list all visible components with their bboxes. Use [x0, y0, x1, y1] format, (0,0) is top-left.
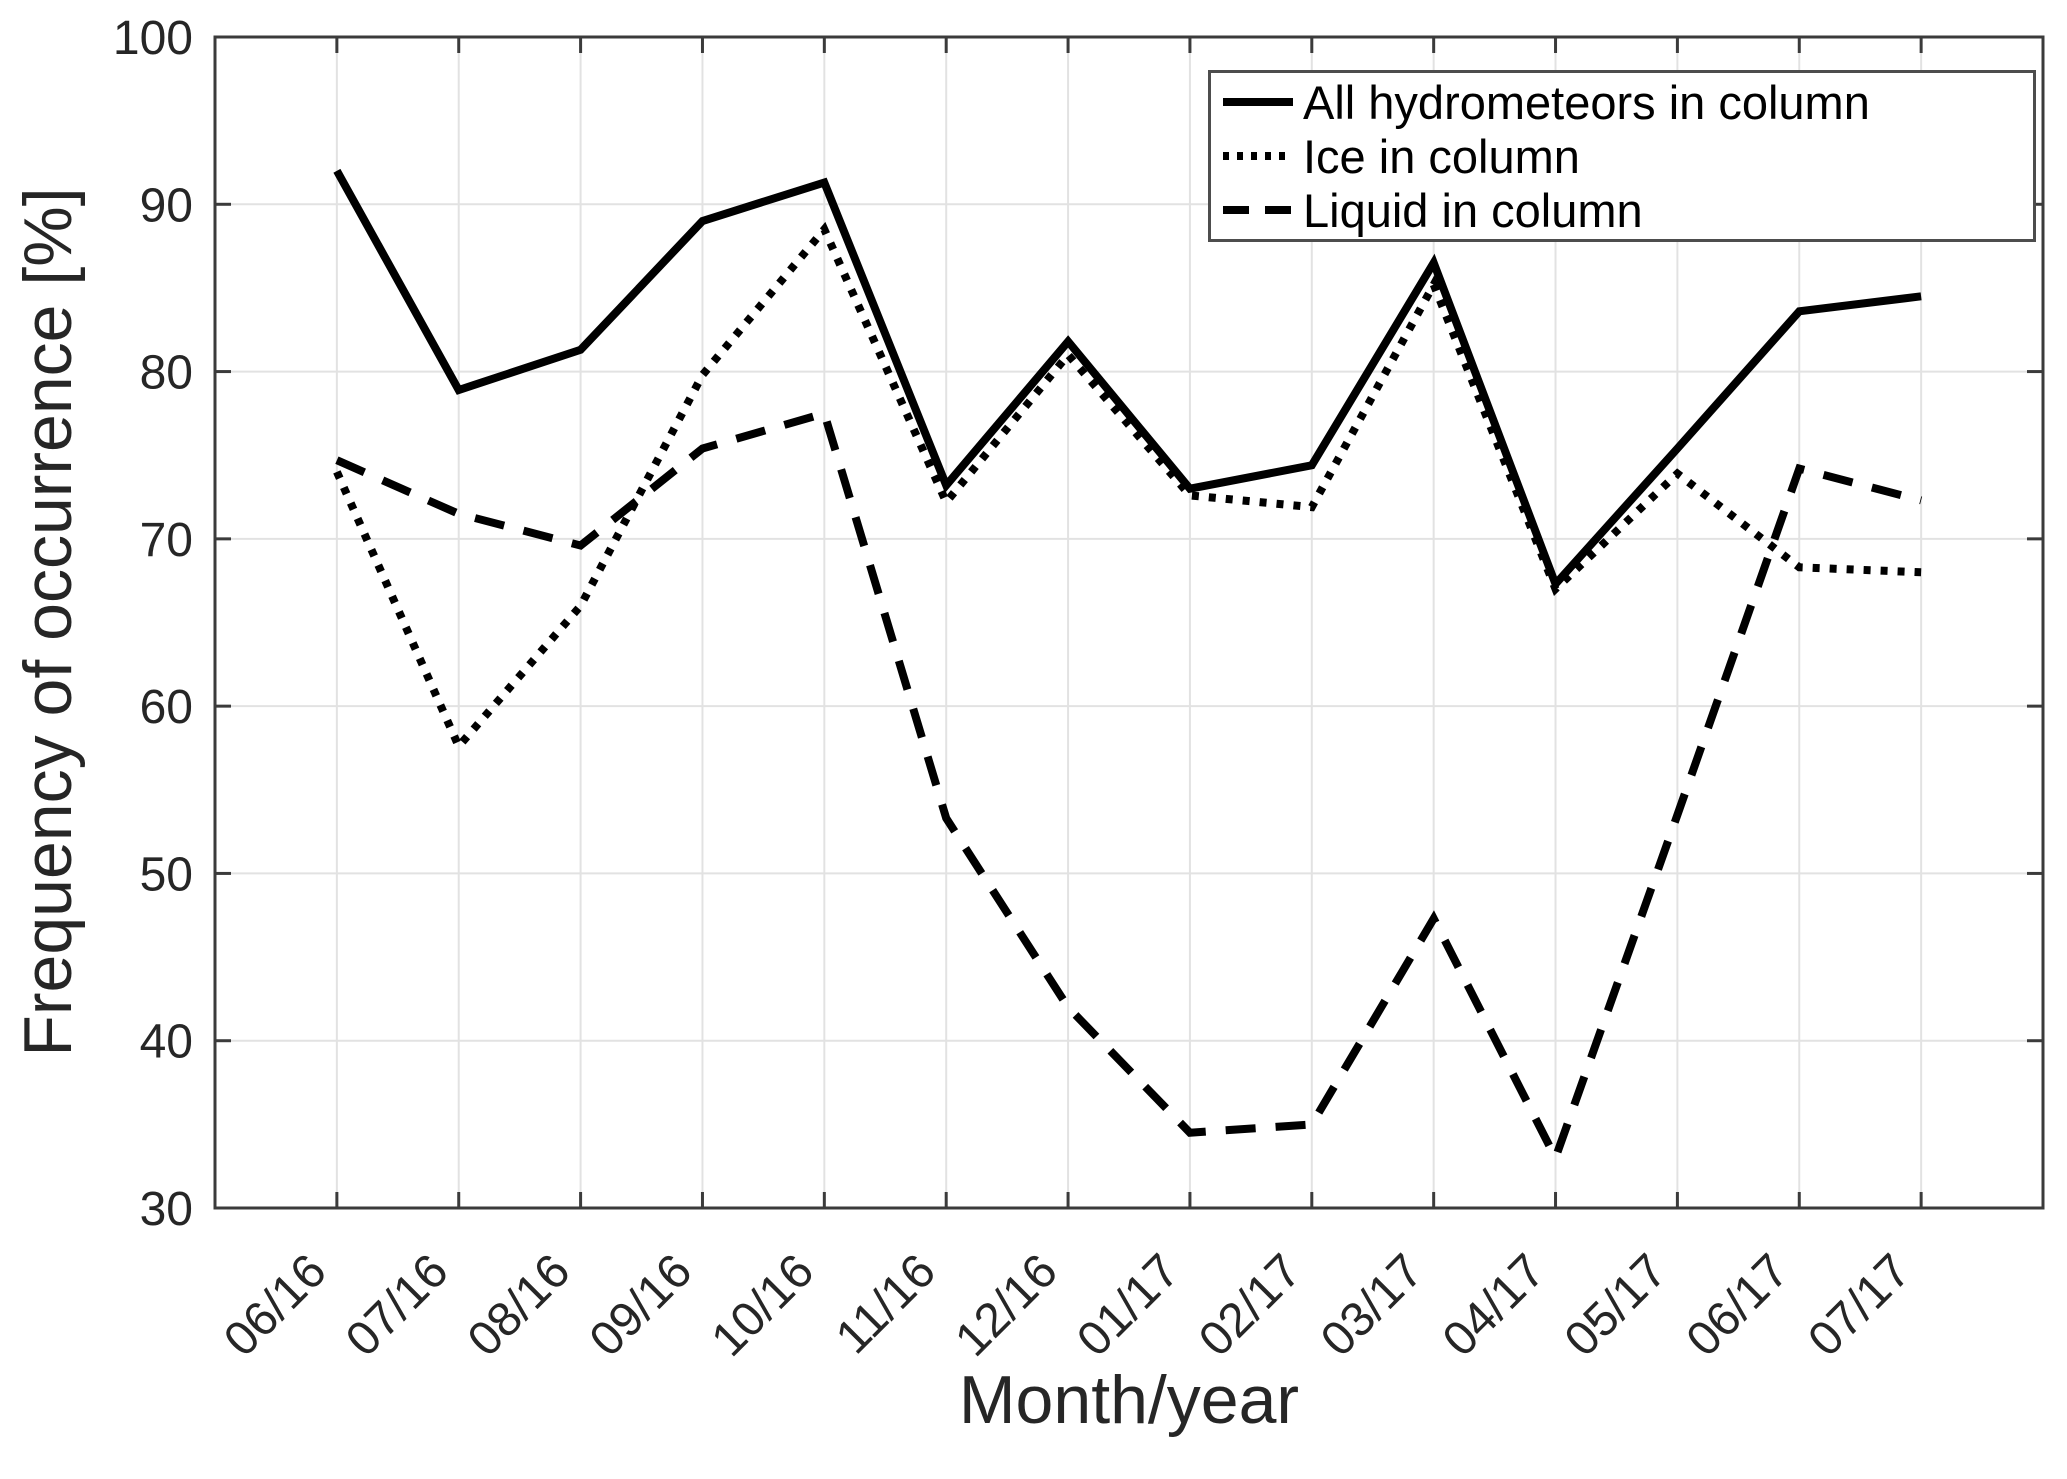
series-line-dashed [335, 408, 1923, 1168]
y-tick-label: 100 [113, 12, 193, 65]
series-line-solid [333, 168, 1922, 592]
series-line-dotted [333, 221, 1922, 754]
legend-item-liquid: Liquid in column [1223, 184, 2033, 236]
legend: All hydrometeors in column Ice in column… [1208, 70, 2036, 242]
axis-box [213, 35, 2045, 1210]
y-axis-title: Frequency of occurrence [%] [10, 187, 86, 1057]
y-tick-label: 80 [140, 347, 193, 400]
y-tick-label: 70 [140, 514, 193, 567]
legend-label: Ice in column [1303, 129, 1580, 183]
legend-item-all-hydrometeors: All hydrometeors in column [1223, 76, 2033, 128]
y-tick-label: 50 [140, 848, 193, 901]
solid-line-sample-icon [1223, 98, 1293, 106]
y-tick-label: 60 [140, 681, 193, 734]
y-tick-label: 40 [140, 1016, 193, 1069]
y-tick-label: 90 [140, 179, 193, 232]
legend-label: All hydrometeors in column [1303, 75, 1870, 129]
legend-item-ice: Ice in column [1223, 130, 2033, 182]
x-axis-title: Month/year [958, 1362, 1300, 1438]
dotted-line-sample-icon [1223, 152, 1293, 160]
dashed-line-sample-icon [1223, 206, 1293, 214]
y-tick-label: 30 [140, 1183, 193, 1236]
legend-label: Liquid in column [1303, 183, 1643, 237]
